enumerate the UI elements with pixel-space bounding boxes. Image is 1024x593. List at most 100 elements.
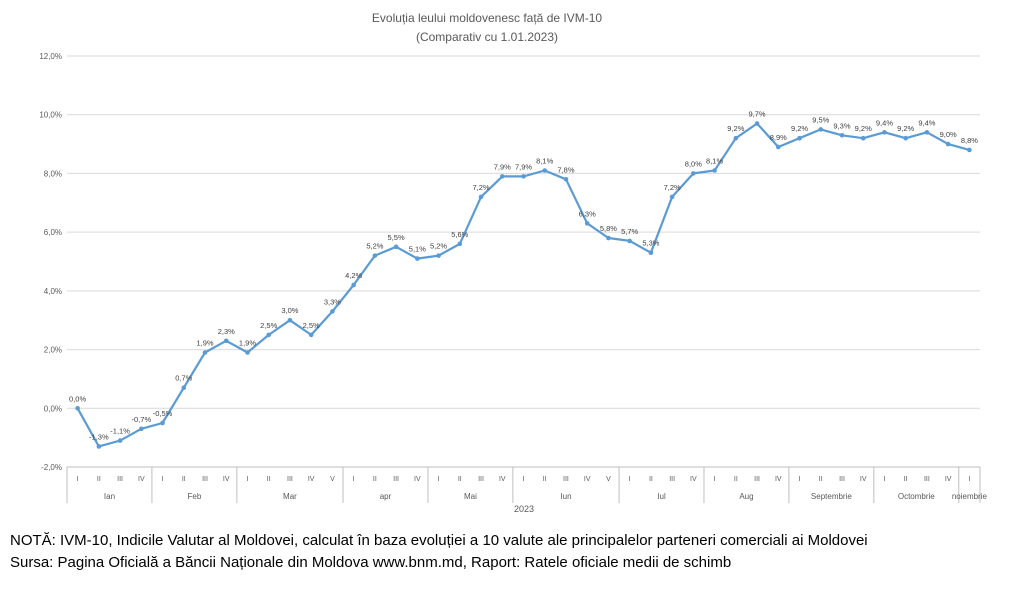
data-point (542, 168, 548, 173)
x-tick-label: I (438, 476, 440, 483)
x-tick-label: I (162, 476, 164, 483)
data-point (75, 405, 80, 411)
x-tick-label: III (563, 476, 569, 483)
month-label: apr (380, 492, 392, 501)
data-label: 5,5% (388, 233, 405, 242)
x-tick-label: I (883, 476, 885, 483)
x-tick-label: IV (945, 476, 952, 483)
month-label: Mar (283, 492, 297, 501)
y-tick-label: 8,0% (44, 169, 62, 178)
data-point (669, 194, 675, 200)
y-tick-label: -2,0% (41, 463, 62, 472)
x-tick-label: IV (138, 476, 145, 483)
data-label: 3,0% (281, 306, 298, 315)
x-tick-label: IV (584, 476, 591, 483)
data-label: 7,2% (472, 183, 489, 192)
data-label: 2,5% (260, 321, 277, 330)
data-point (96, 444, 102, 449)
line-chart: Evoluția leului moldovenesc față de IVM-… (39, 11, 987, 514)
month-label: Mai (464, 492, 477, 501)
data-label: 4,2% (345, 271, 362, 280)
data-label: 8,1% (706, 156, 723, 165)
y-tick-label: 6,0% (44, 228, 62, 237)
source-text: Sursa: Pagina Oficială a Băncii Național… (10, 554, 732, 571)
x-tick-label: IV (223, 476, 230, 483)
x-tick-label: II (182, 476, 186, 483)
y-tick-label: 12,0% (39, 52, 62, 61)
x-tick-label: III (478, 476, 484, 483)
x-tick-label: II (543, 476, 547, 483)
x-tick-label: III (117, 476, 123, 483)
note-text: NOTĂ: IVM-10, Indicile Valutar al Moldov… (10, 532, 868, 549)
data-point (478, 194, 484, 200)
y-tick-label: 4,0% (44, 287, 62, 296)
x-tick-label: III (393, 476, 399, 483)
data-point (606, 235, 611, 241)
x-tick-label: II (819, 476, 823, 483)
data-label: -1,3% (89, 432, 109, 441)
y-tick-label: 10,0% (39, 111, 62, 120)
data-labels: 0,0% -1,3%-1,1%-0,7%-0,5% 0,7% 1,9% 2,3% 1,9%… (69, 110, 978, 442)
data-point (563, 177, 569, 182)
data-label: 5,7% (621, 227, 638, 236)
y-axis-ticks: -2,0% 0,0% 2,0% 4,0% 6,0% 8,0% 10,0% 12,0% (39, 52, 62, 472)
data-label: 9,5% (812, 115, 829, 124)
data-point (245, 350, 250, 355)
data-label: 8,9% (770, 133, 787, 142)
x-tick-label: I (714, 476, 716, 483)
data-point (351, 282, 356, 288)
data-label: 0,7% (175, 374, 192, 383)
data-point (521, 174, 526, 179)
x-tick-label: IV (414, 476, 421, 483)
x-tick-label: II (734, 476, 738, 483)
x-tick-label: II (904, 476, 908, 483)
month-label: Feb (187, 492, 201, 501)
data-point (839, 132, 845, 138)
data-label: 5,2% (430, 242, 447, 251)
data-label: 5,6% (451, 230, 468, 239)
data-label: 8,0% (685, 159, 702, 168)
data-label: 2,5% (303, 321, 320, 330)
data-label: 7,8% (557, 165, 574, 174)
data-point (818, 127, 824, 132)
data-point (924, 130, 930, 135)
series-line (76, 122, 971, 448)
x-tick-label: IV (690, 476, 697, 483)
chart-area: Evoluția leului moldovenesc față de IVM-… (39, 11, 987, 514)
x-tick-label: II (267, 476, 271, 483)
x-tick-label: IV (308, 476, 315, 483)
data-label: 9,0% (940, 130, 957, 139)
data-point (436, 253, 441, 258)
data-point (499, 174, 505, 179)
data-point (691, 171, 696, 176)
x-tick-label: V (606, 476, 611, 483)
data-point (648, 250, 654, 255)
x-axis-title: 2023 (514, 504, 534, 514)
x-tick-label: III (754, 476, 760, 483)
data-point (160, 420, 165, 426)
data-point (903, 135, 908, 141)
x-tick-label: IV (499, 476, 506, 483)
data-label: 5,2% (366, 242, 383, 251)
data-point (775, 144, 781, 150)
data-point (797, 135, 802, 141)
data-label: 8,1% (536, 156, 553, 165)
data-label: 0,0% (69, 394, 86, 403)
data-point (287, 317, 293, 323)
data-point (181, 385, 187, 391)
series-points (75, 121, 972, 449)
x-tick-label: III (839, 476, 845, 483)
data-point (415, 256, 420, 261)
month-label: Aug (739, 492, 753, 501)
data-label: 7,9% (494, 162, 511, 171)
data-label: 7,9% (515, 162, 532, 171)
data-point (139, 426, 144, 432)
x-tick-label: I (968, 476, 970, 483)
x-tick-label: I (247, 476, 249, 483)
data-point (882, 130, 887, 135)
data-point (712, 168, 717, 173)
x-tick-label: I (523, 476, 525, 483)
data-label: 2,3% (218, 327, 235, 336)
x-tick-label: III (287, 476, 293, 483)
data-label: 9,4% (918, 118, 935, 127)
